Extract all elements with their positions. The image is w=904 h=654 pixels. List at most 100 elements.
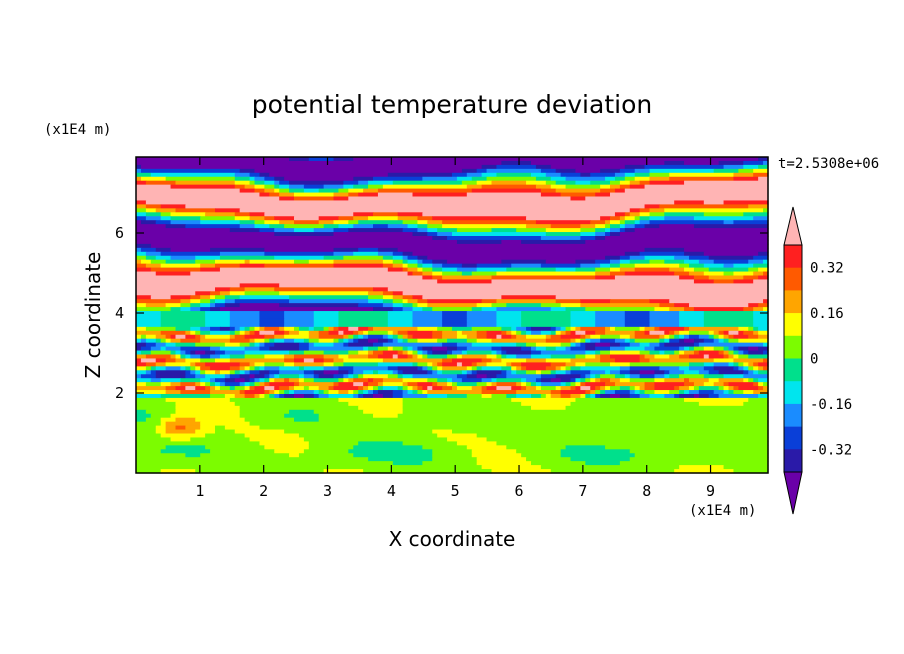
contour-cell xyxy=(624,188,769,194)
contour-cell xyxy=(412,350,419,356)
contour-cell xyxy=(279,291,369,296)
contour-cell xyxy=(294,382,300,387)
contour-cell xyxy=(610,299,651,304)
contour-cell xyxy=(136,318,162,324)
contour-cell xyxy=(284,362,295,367)
contour-cell xyxy=(333,259,384,265)
contour-cell xyxy=(491,275,596,281)
contour-cell xyxy=(229,228,261,233)
contour-cell xyxy=(333,228,349,233)
contour-cell xyxy=(466,374,478,379)
contour-cell xyxy=(521,346,532,352)
contour-cell xyxy=(550,330,557,336)
contour-cell xyxy=(501,346,522,352)
contour-cell xyxy=(703,251,759,257)
contour-cell xyxy=(353,390,359,395)
contour-cell xyxy=(368,299,384,304)
contour-cell xyxy=(392,303,404,308)
contour-cell xyxy=(708,267,749,273)
contour-cell xyxy=(244,287,275,292)
contour-cell xyxy=(155,271,191,277)
contour-cell xyxy=(234,386,246,391)
contour-cell xyxy=(679,311,705,316)
contour-cell xyxy=(531,160,665,166)
contour-cell xyxy=(298,433,438,439)
contour-cell xyxy=(595,378,601,383)
contour-cell xyxy=(481,366,502,371)
contour-cell xyxy=(407,338,419,344)
contour-cell xyxy=(526,370,537,375)
contour-cell xyxy=(175,208,216,213)
contour-cell xyxy=(190,362,196,367)
contour-cell xyxy=(254,378,261,383)
contour-cell xyxy=(298,342,310,348)
contour-cell xyxy=(382,394,394,399)
contour-cell xyxy=(264,180,275,186)
contour-cell xyxy=(264,338,270,344)
contour-cell xyxy=(338,397,404,403)
contour-cell xyxy=(600,168,621,174)
contour-cell xyxy=(417,303,428,308)
contour-cell xyxy=(195,429,216,435)
contour-cell xyxy=(466,192,542,198)
contour-cell xyxy=(600,374,616,379)
contour-cell xyxy=(210,247,265,253)
contour-cell xyxy=(165,358,177,363)
contour-cell xyxy=(743,330,754,336)
contour-cell xyxy=(600,390,606,395)
contour-cell xyxy=(570,370,591,375)
contour-cell xyxy=(753,390,769,395)
contour-cell xyxy=(605,176,616,182)
contour-cell xyxy=(575,378,581,383)
contour-cell xyxy=(353,212,374,217)
contour-cell xyxy=(590,390,596,395)
contour-cell xyxy=(639,390,646,395)
contour-cell xyxy=(644,164,725,170)
contour-cell xyxy=(215,259,246,265)
contour-cell xyxy=(748,370,754,375)
contour-cell xyxy=(185,366,191,371)
contour-cell xyxy=(501,295,557,300)
contour-cell xyxy=(254,394,261,399)
contour-cell xyxy=(397,374,404,379)
contour-cell xyxy=(521,362,552,367)
x-tick-label: 5 xyxy=(451,482,460,500)
contour-cell xyxy=(136,216,147,221)
contour-cell xyxy=(249,378,256,383)
contour-cell xyxy=(348,354,369,360)
contour-cell xyxy=(363,330,369,336)
contour-cell xyxy=(466,318,498,324)
contour-cell xyxy=(358,394,364,399)
contour-cell xyxy=(244,382,251,387)
contour-cell xyxy=(338,366,354,371)
contour-cell xyxy=(239,382,246,387)
contour-cell xyxy=(471,176,488,182)
contour-cell xyxy=(422,212,616,217)
contour-cell xyxy=(200,303,211,308)
contour-cell xyxy=(585,374,591,379)
contour-cell xyxy=(456,362,463,367)
contour-cell xyxy=(432,267,443,273)
contour-cell xyxy=(353,334,359,340)
contour-cell xyxy=(723,354,730,360)
contour-cell xyxy=(535,342,562,348)
contour-cell xyxy=(219,255,275,261)
contour-cell xyxy=(373,326,419,332)
contour-cell xyxy=(610,370,621,375)
contour-cell xyxy=(239,413,285,419)
contour-cell xyxy=(669,374,680,379)
contour-cell xyxy=(323,366,340,371)
contour-cell xyxy=(693,342,700,348)
contour-cell xyxy=(165,338,172,344)
contour-cell xyxy=(234,326,241,332)
contour-cell xyxy=(605,382,616,387)
contour-cell xyxy=(689,271,705,277)
contour-cell xyxy=(200,421,251,427)
contour-cell xyxy=(629,394,641,399)
contour-cell xyxy=(560,342,572,348)
contour-cell xyxy=(373,176,423,182)
contour-cell xyxy=(738,350,744,356)
contour-cell xyxy=(560,449,631,454)
contour-cell xyxy=(244,330,251,336)
